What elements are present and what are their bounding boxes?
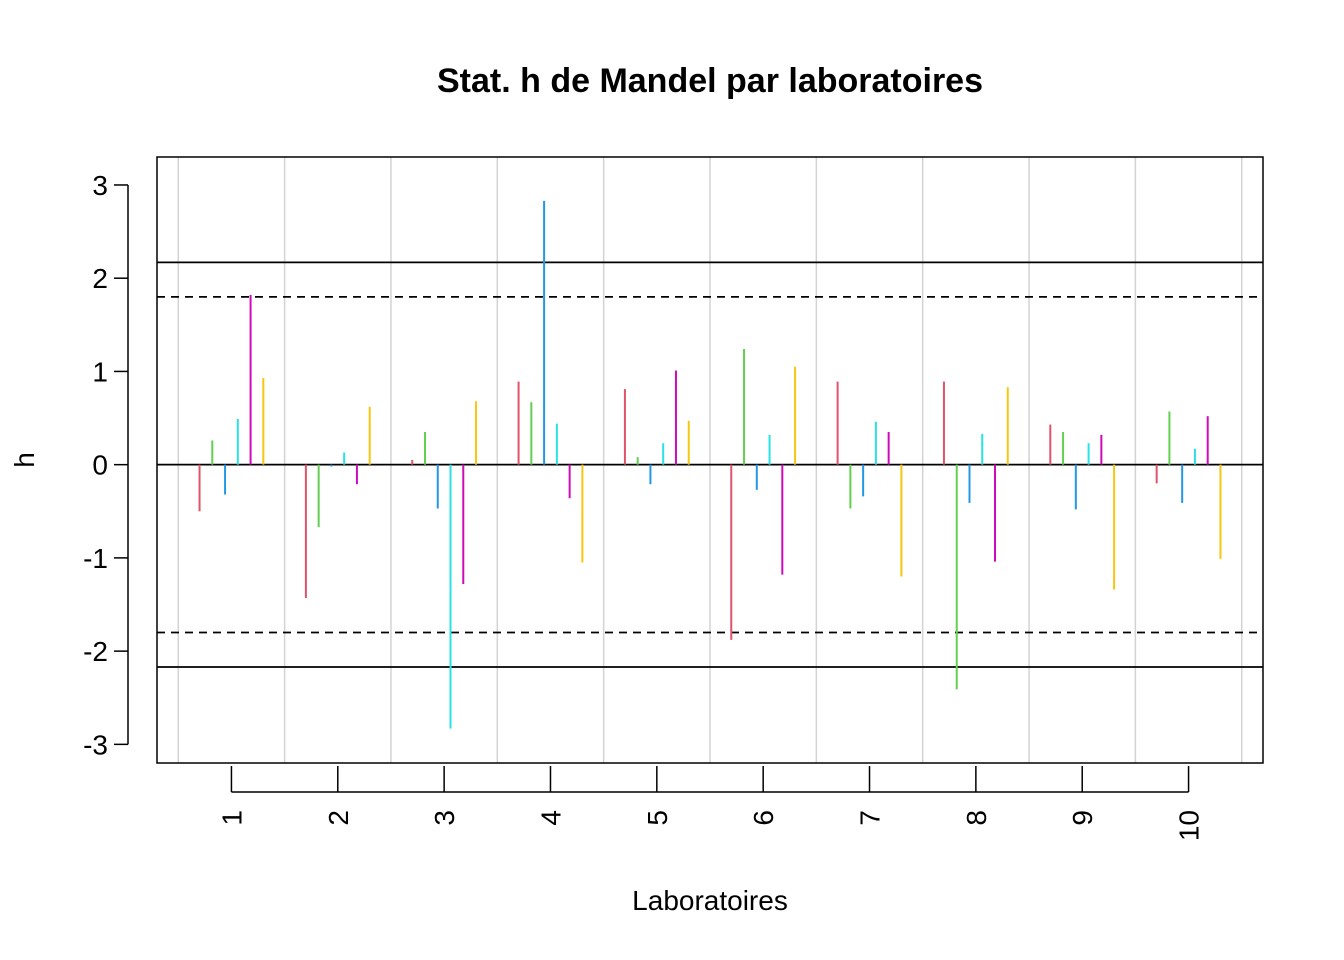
x-tick-label: 10	[1174, 810, 1205, 841]
x-tick-label: 9	[1067, 810, 1098, 826]
grid-layer	[177, 157, 1243, 763]
y-tick-label: 2	[92, 263, 108, 294]
x-tick-label: 2	[323, 810, 354, 826]
plot-frame	[156, 156, 1264, 764]
x-tick-label: 5	[642, 810, 673, 826]
y-tick-label: -1	[83, 543, 108, 574]
chart-title: Stat. h de Mandel par laboratoires	[437, 62, 983, 100]
x-tick-label: 4	[535, 810, 566, 826]
reference-lines	[157, 261, 1263, 668]
y-tick-label: -3	[83, 729, 108, 760]
y-axis-label: h	[9, 452, 40, 468]
bars-layer	[198, 200, 1222, 729]
x-tick-label: 3	[429, 810, 460, 826]
x-tick-label: 7	[855, 810, 886, 826]
y-tick-label: 1	[92, 356, 108, 387]
x-tick-label: 6	[748, 810, 779, 826]
x-tick-label: 1	[216, 810, 247, 826]
y-tick-label: -2	[83, 636, 108, 667]
x-axis-label: Laboratoires	[632, 885, 788, 916]
y-tick-label: 3	[92, 170, 108, 201]
y-tick-label: 0	[92, 450, 108, 481]
x-tick-label: 8	[961, 810, 992, 826]
